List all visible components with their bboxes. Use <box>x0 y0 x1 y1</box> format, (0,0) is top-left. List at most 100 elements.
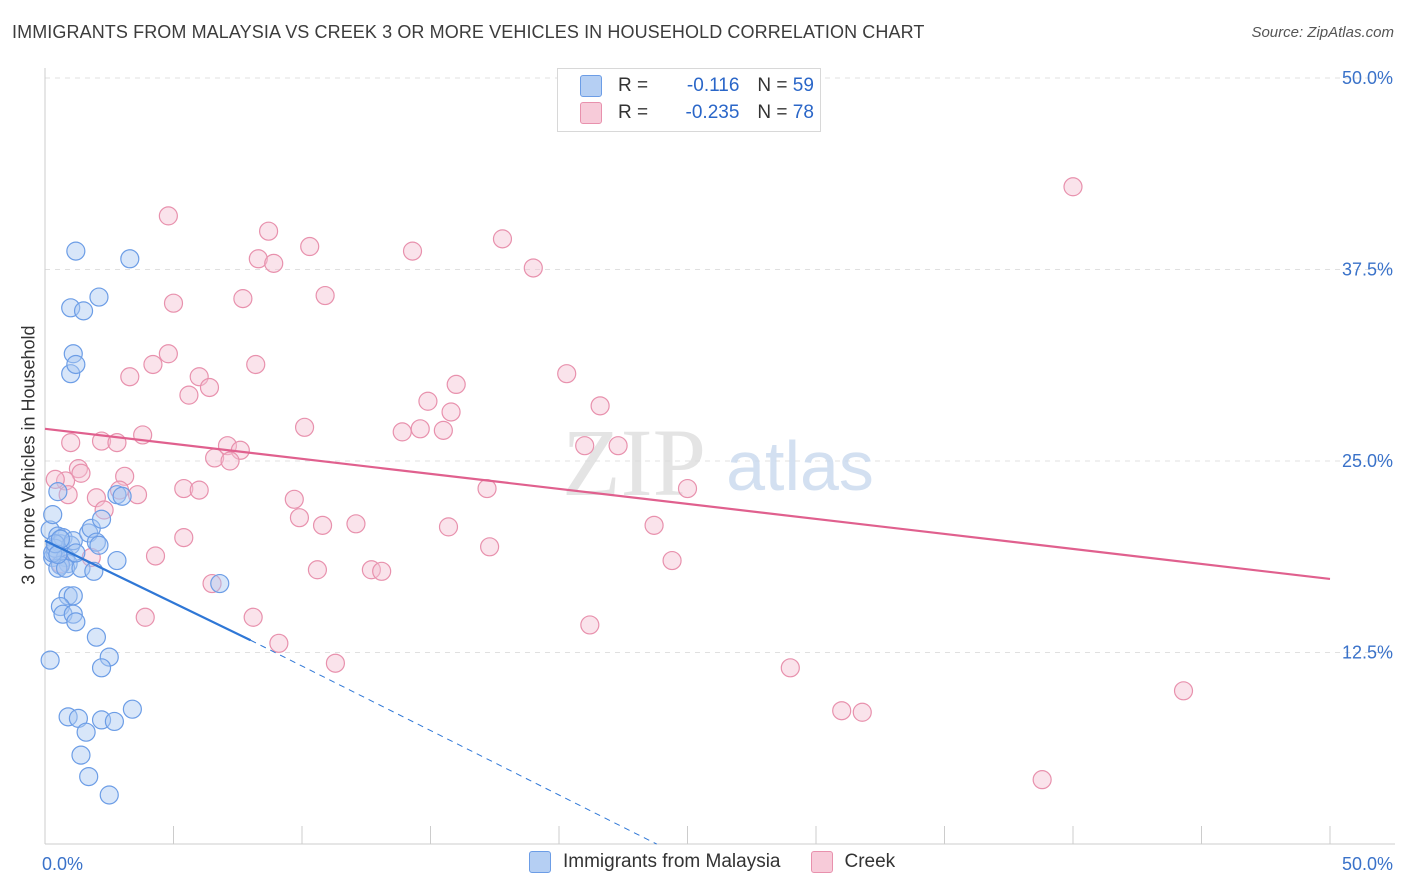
creek-point <box>1032 770 1052 790</box>
malaysia-point <box>86 627 107 647</box>
creek-point <box>174 527 194 548</box>
series-legend: Immigrants from Malaysia Creek <box>529 851 925 873</box>
creek-point <box>202 573 222 594</box>
creek-point <box>557 364 577 384</box>
creek-point <box>246 354 266 375</box>
malaysia-point <box>63 604 83 624</box>
creek-point <box>233 289 253 309</box>
creek-point <box>780 658 800 678</box>
creek-point <box>580 615 600 635</box>
creek-point <box>294 417 315 437</box>
creek-point <box>248 249 268 269</box>
creek-point <box>441 402 461 422</box>
creek-point <box>145 546 166 566</box>
malaysia-trend-extension <box>250 639 657 845</box>
creek-point <box>644 515 664 535</box>
creek-point <box>372 561 392 581</box>
creek-point <box>392 422 412 442</box>
creek-point <box>300 236 320 257</box>
legend-label: Creek <box>844 851 896 872</box>
source-label: Source: ZipAtlas.com <box>1251 24 1394 41</box>
trend-lines <box>44 427 1331 845</box>
y-tick-label: 50.0% <box>1342 68 1393 88</box>
creek-point <box>71 463 91 483</box>
tick-labels: 12.5% 25.0% 37.5% 50.0% 0.0% 50.0% <box>42 68 1393 874</box>
creek-point <box>264 253 284 273</box>
creek-point <box>127 485 148 505</box>
creek-point <box>179 385 199 405</box>
malaysia-point <box>48 482 68 502</box>
creek-point <box>312 515 333 535</box>
r-label: R = <box>618 75 649 96</box>
creek-point <box>269 633 289 653</box>
malaysia-point <box>43 505 63 525</box>
creek-point <box>410 419 430 439</box>
n-label: N = <box>757 75 788 96</box>
y-tick-label: 25.0% <box>1342 451 1393 471</box>
malaysia-trend-line <box>44 539 252 642</box>
malaysia-point <box>91 509 112 529</box>
malaysia-point <box>120 249 140 269</box>
malaysia-point <box>73 301 94 321</box>
malaysia-point <box>61 364 81 384</box>
creek-point <box>158 344 178 364</box>
legend-label: Immigrants from Malaysia <box>563 851 781 872</box>
creek-swatch <box>580 102 602 124</box>
n-label: N = <box>757 102 788 123</box>
creek-point <box>45 469 65 489</box>
creek-point <box>346 514 366 534</box>
malaysia-point <box>89 535 109 555</box>
malaysia-point <box>58 586 78 606</box>
r-value: -0.235 <box>685 102 740 123</box>
legend-row-creek: R = -0.235 N = 78 <box>580 100 814 126</box>
creek-point <box>289 508 310 528</box>
creek-point <box>284 489 304 509</box>
x-tick-label: 0.0% <box>42 854 83 874</box>
y-tick-label: 37.5% <box>1342 260 1393 280</box>
creek-point <box>243 607 263 627</box>
creek-point <box>135 607 155 627</box>
creek-swatch <box>810 851 833 873</box>
creek-point <box>199 377 220 398</box>
creek-point <box>590 396 610 416</box>
malaysia-point <box>66 241 86 261</box>
creek-point <box>492 229 513 249</box>
creek-point <box>402 241 423 261</box>
r-value: -0.116 <box>686 75 740 96</box>
creek-point <box>832 701 852 721</box>
n-value: 59 <box>792 75 814 96</box>
creek-point <box>418 391 438 411</box>
creek-point <box>662 550 682 571</box>
creek-point <box>1063 177 1083 197</box>
creek-point <box>258 221 279 241</box>
legend-item-malaysia[interactable]: Immigrants from Malaysia <box>529 851 781 873</box>
malaysia-point <box>104 711 124 732</box>
creek-point <box>120 367 140 387</box>
creek-point <box>174 478 194 499</box>
malaysia-point <box>210 573 230 594</box>
creek-point <box>163 293 184 313</box>
data-points <box>40 177 1194 805</box>
y-tick-label: 12.5% <box>1342 643 1393 663</box>
malaysia-point <box>76 722 96 742</box>
malaysia-swatch <box>529 851 551 873</box>
malaysia-point <box>48 558 68 578</box>
creek-point <box>189 480 209 500</box>
malaysia-point <box>66 354 86 375</box>
legend-item-creek[interactable]: Creek <box>810 851 896 873</box>
creek-point <box>677 478 698 499</box>
malaysia-point <box>99 785 119 805</box>
creek-point <box>433 420 453 440</box>
chart-title: IMMIGRANTS FROM MALAYSIA VS CREEK 3 OR M… <box>12 22 925 42</box>
creek-point <box>307 560 328 580</box>
watermark-zip: ZIP <box>562 409 706 516</box>
malaysia-point <box>66 612 86 632</box>
creek-point <box>852 702 872 722</box>
malaysia-point <box>99 647 119 667</box>
creek-point <box>61 433 81 453</box>
n-value: 78 <box>792 102 814 123</box>
malaysia-point <box>89 287 109 307</box>
stats-legend: R = -0.116 N = 59 R = -0.235 N = 78 <box>557 68 821 132</box>
watermark-atlas: atlas <box>726 427 874 505</box>
